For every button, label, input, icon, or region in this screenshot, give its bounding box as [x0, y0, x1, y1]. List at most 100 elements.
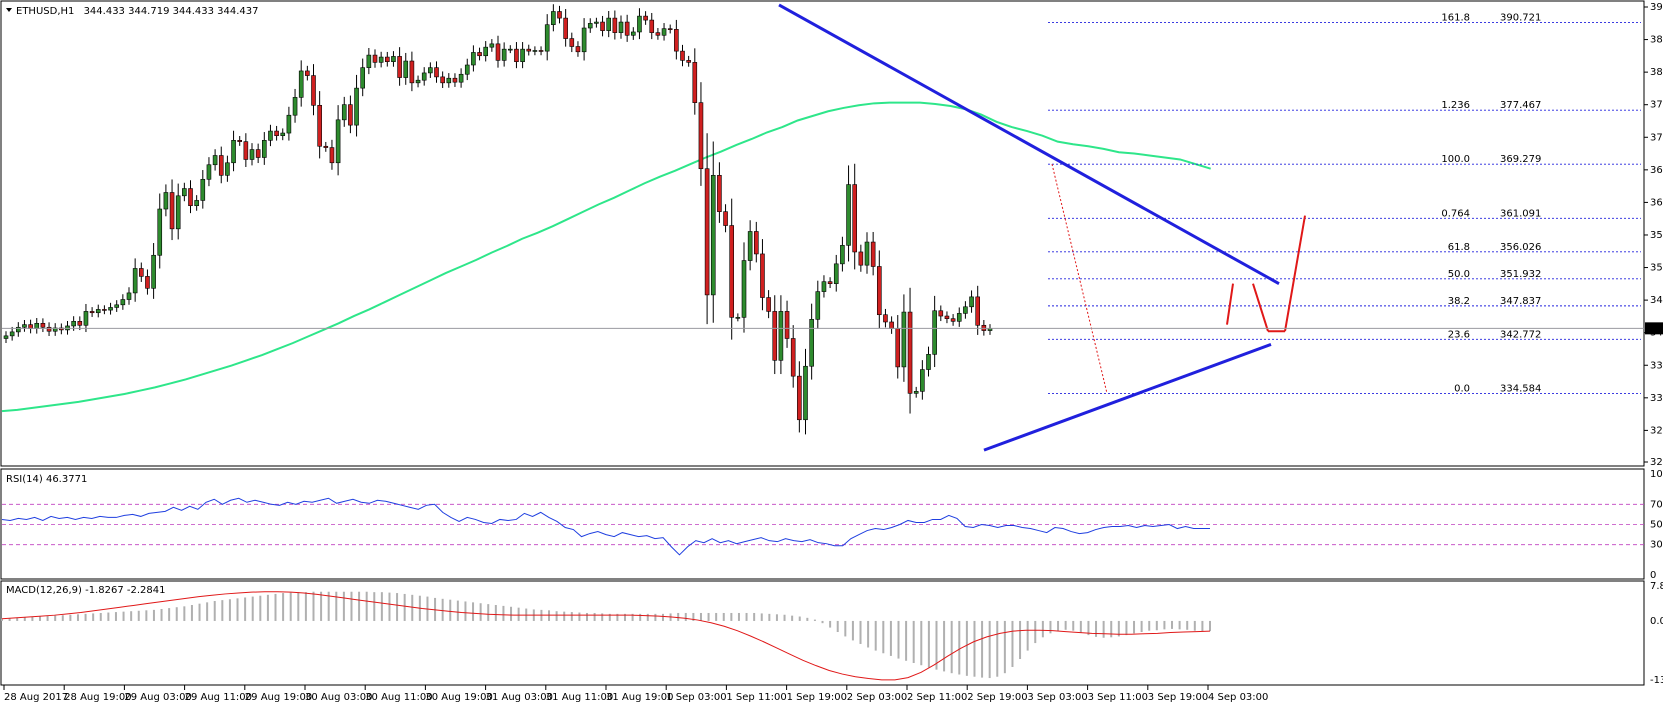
macd-histogram-bar [905, 620, 908, 661]
macd-histogram-bar [730, 612, 733, 621]
price-panel[interactable]: 161.8 390.721 1.236 377.467 100.0 369.279 0.76… [0, 0, 1663, 468]
macd-panel[interactable]: 7.8929 0.00 -13.3404 MACD(12,26,9) -1.8267… [0, 580, 1663, 686]
candle-body [188, 188, 193, 207]
macd-histogram-bar [1171, 620, 1174, 629]
rsi-panel[interactable]: 100 70 50 30 0 RSI(14) 46.3771 [0, 468, 1663, 581]
candle-body [938, 310, 944, 317]
macd-histogram-bar [517, 607, 520, 621]
macd-histogram-bar [84, 613, 87, 621]
price-tick-label: 383.220 [1650, 67, 1663, 78]
macd-histogram-bar [1011, 620, 1014, 667]
macd-histogram-bar [464, 601, 467, 621]
macd-histogram-bar [327, 591, 330, 621]
macd-histogram-bar [160, 608, 163, 621]
time-tick-label: 30 Aug 11:00 [365, 692, 432, 703]
candle-body [89, 311, 95, 314]
candle-body [120, 299, 126, 306]
price-panel-title: ETHUSD,H1 344.433 344.719 344.433 344.43… [16, 6, 259, 17]
candle-body [606, 17, 612, 31]
candle-body [618, 21, 624, 33]
macd-histogram-bar [274, 593, 277, 621]
macd-histogram-bar [623, 613, 626, 621]
time-tick-label: 31 Aug 03:00 [486, 692, 553, 703]
macd-histogram-bar [836, 620, 839, 633]
candle-body [22, 324, 27, 328]
candle-body [3, 335, 9, 339]
candle-body [692, 62, 698, 103]
candle-body [464, 64, 470, 75]
candle-body [458, 73, 464, 83]
price-tick-label: 388.150 [1650, 35, 1663, 46]
candle-body [557, 11, 562, 19]
candle-body [920, 369, 925, 392]
macd-histogram-bar [1072, 620, 1075, 631]
macd-histogram-bar [221, 600, 224, 621]
macd-histogram-bar [867, 620, 870, 648]
fib-level-label: 1.236 [1441, 100, 1470, 111]
time-tick-label: 31 Aug 19:00 [606, 692, 673, 703]
candle-body [680, 50, 685, 61]
macd-histogram-bar [183, 606, 186, 621]
rsi-tick-label: 50 [1650, 520, 1663, 531]
collapse-arrow-icon[interactable] [6, 8, 12, 12]
candle-body [883, 314, 888, 323]
macd-histogram-bar [981, 620, 984, 678]
candle-body [132, 268, 138, 294]
candle-body [901, 311, 907, 368]
macd-histogram-bar [259, 595, 262, 621]
macd-histogram-bar [335, 591, 338, 621]
fib-level-label: 38.2 [1448, 296, 1470, 307]
current-price-box [1645, 322, 1663, 335]
macd-histogram-bar [236, 598, 239, 621]
candle-body [471, 52, 476, 66]
candle-body [434, 67, 439, 78]
macd-histogram-bar [152, 609, 155, 621]
macd-histogram-bar [661, 613, 664, 621]
candle-body [34, 323, 40, 329]
candle-body [409, 60, 415, 84]
macd-histogram-bar [1057, 620, 1060, 632]
macd-panel-title: MACD(12,26,9) -1.8267 -2.2841 [6, 585, 166, 596]
candle-body [907, 311, 913, 394]
macd-histogram-bar [943, 620, 946, 672]
candle-body [587, 23, 593, 29]
time-tick-label: 30 Aug 03:00 [305, 692, 372, 703]
macd-histogram-bar [251, 596, 254, 621]
time-tick-label: 2 Sep 11:00 [907, 692, 967, 703]
candle-body [987, 328, 993, 331]
candle-body [83, 311, 89, 326]
macd-histogram-bar [130, 611, 133, 621]
macd-histogram-bar [996, 620, 999, 677]
fib-level-label: 61.8 [1448, 242, 1470, 253]
rsi-tick-label: 30 [1650, 540, 1663, 551]
fibonacci-levels: 161.8 390.721 1.236 377.467 100.0 369.279 0.76… [1048, 13, 1641, 394]
macd-histogram-bar [304, 592, 307, 621]
macd-histogram-bar [920, 620, 923, 666]
candle-body [698, 102, 704, 170]
candle-body [950, 318, 956, 322]
candle-body [895, 328, 901, 368]
time-tick-label: 3 Sep 11:00 [1088, 692, 1148, 703]
candle-body [169, 192, 175, 230]
candle-body [575, 46, 581, 53]
candlestick-series [3, 4, 993, 435]
macd-histogram-bar [38, 616, 41, 621]
macd-histogram-bar [631, 613, 634, 621]
candle-body [157, 208, 163, 256]
candle-body [846, 184, 851, 246]
projection-segment [1252, 283, 1269, 332]
candle-body [637, 15, 642, 33]
candle-body [852, 184, 858, 253]
macd-histogram-bar [1019, 620, 1022, 660]
candle-body [9, 331, 15, 337]
candle-body [292, 97, 298, 116]
macd-histogram-bar [760, 613, 763, 621]
trendlines[interactable] [778, 3, 1306, 452]
price-tick-label: 328.990 [1650, 425, 1663, 436]
macd-histogram-bar [912, 620, 915, 663]
fib-level-label: 100.0 [1441, 154, 1470, 165]
macd-histogram-bar [699, 612, 702, 621]
candle-body [551, 11, 556, 26]
macd-histogram-bar [965, 620, 968, 676]
